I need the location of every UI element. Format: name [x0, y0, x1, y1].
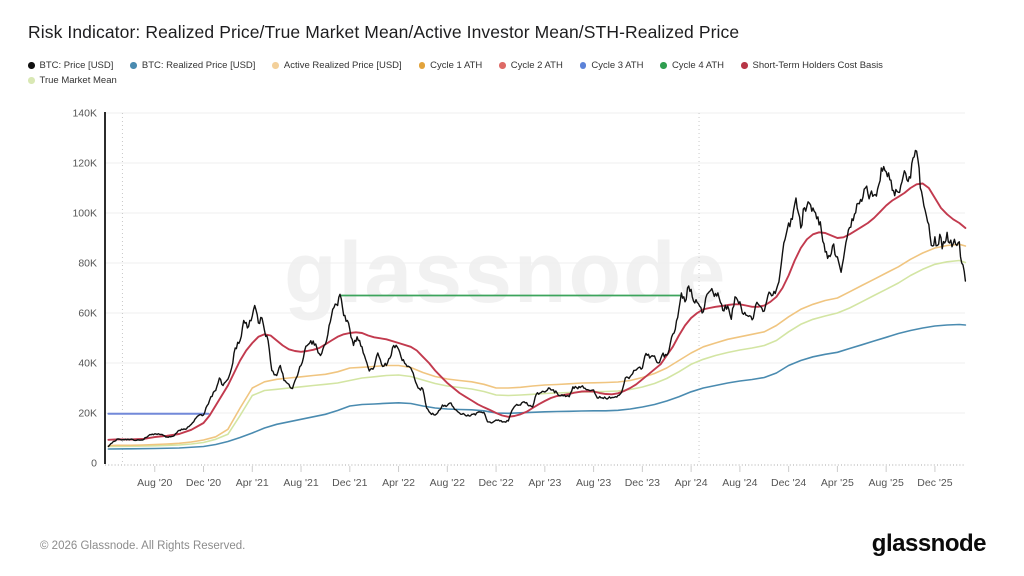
legend-item-true-market-mean[interactable]: True Market Mean — [28, 75, 117, 86]
page-title: Risk Indicator: Realized Price/True Mark… — [28, 22, 740, 42]
legend-item-label: Cycle 4 ATH — [671, 60, 725, 71]
legend-item-active-realized-price-usd[interactable]: Active Realized Price [USD] — [272, 60, 402, 71]
legend-item-label: Cycle 2 ATH — [510, 60, 563, 71]
y-axis-label: 100K — [72, 208, 97, 220]
x-axis-label: Apr '25 — [821, 477, 854, 489]
x-axis-label: Apr '24 — [675, 477, 708, 489]
legend-item-btc-realized-price-usd[interactable]: BTC: Realized Price [USD] — [130, 60, 255, 71]
legend-color-dot — [499, 62, 506, 69]
legend-item-cycle-1-ath[interactable]: Cycle 1 ATH — [418, 60, 483, 71]
y-axis-label: 40K — [78, 358, 97, 370]
legend-color-dot — [130, 62, 137, 69]
series-line-true-market-mean — [107, 259, 967, 448]
legend-color-dot — [579, 62, 587, 69]
y-axis-label: 120K — [72, 158, 97, 170]
legend-color-dot — [28, 77, 35, 84]
series-line-short-term-holders-cost-basis — [107, 182, 967, 441]
series-line-btc-realized-price-usd — [107, 323, 967, 450]
legend-item-btc-price-usd[interactable]: BTC: Price [USD] — [28, 60, 113, 71]
legend-item-short-term-holders-cost-basis[interactable]: Short-Term Holders Cost Basis — [741, 60, 883, 71]
x-axis-label: Aug '23 — [576, 477, 611, 489]
x-axis-label: Dec '22 — [478, 477, 513, 489]
y-axis-label: 80K — [78, 258, 97, 270]
x-axis-label: Aug '20 — [137, 477, 172, 489]
legend-item-cycle-4-ath[interactable]: Cycle 4 ATH — [660, 60, 724, 71]
legend-item-cycle-3-ath[interactable]: Cycle 3 ATH — [579, 60, 644, 71]
x-axis-label: Aug '21 — [283, 477, 318, 489]
legend-item-label: Cycle 3 ATH — [591, 60, 644, 71]
y-axis-label: 20K — [78, 408, 97, 420]
legend-item-label: Short-Term Holders Cost Basis — [752, 60, 883, 71]
legend-color-dot — [660, 62, 667, 69]
y-axis-label: 140K — [72, 108, 97, 120]
x-axis-label: Dec '24 — [771, 477, 806, 489]
x-axis-label: Dec '21 — [332, 477, 367, 489]
x-axis-label: Aug '24 — [722, 477, 757, 489]
glassnode-logo: glassnode — [871, 530, 987, 557]
legend-color-dot — [418, 62, 426, 69]
x-axis-label: Dec '20 — [186, 477, 221, 489]
x-axis-label: Dec '23 — [625, 477, 660, 489]
legend-item-label: Active Realized Price [USD] — [283, 60, 402, 71]
x-axis-label: Apr '21 — [236, 477, 269, 489]
legend-item-label: True Market Mean — [39, 75, 117, 86]
legend-item-cycle-2-ath[interactable]: Cycle 2 ATH — [499, 60, 563, 71]
legend-item-label: BTC: Price [USD] — [39, 60, 114, 71]
legend-color-dot — [272, 62, 279, 69]
x-axis-label: Aug '25 — [869, 477, 904, 489]
x-axis-label: Apr '23 — [528, 477, 561, 489]
x-axis-label: Aug '22 — [430, 477, 465, 489]
legend-item-label: Cycle 1 ATH — [430, 60, 483, 71]
series-line-active-realized-price-usd — [107, 243, 967, 447]
y-axis-label: 0 — [91, 458, 97, 470]
x-axis-label: Dec '25 — [917, 477, 952, 489]
legend-color-dot — [741, 62, 748, 69]
legend: BTC: Price [USD] BTC: Realized Price [USD… — [28, 60, 988, 86]
x-axis-label: Apr '22 — [382, 477, 415, 489]
series-line-btc-price-usd — [107, 149, 967, 448]
legend-item-label: BTC: Realized Price [USD] — [141, 60, 256, 71]
copyright-text: © 2026 Glassnode. All Rights Reserved. — [40, 540, 246, 552]
legend-color-dot — [28, 62, 35, 69]
y-axis-label: 60K — [78, 308, 97, 320]
